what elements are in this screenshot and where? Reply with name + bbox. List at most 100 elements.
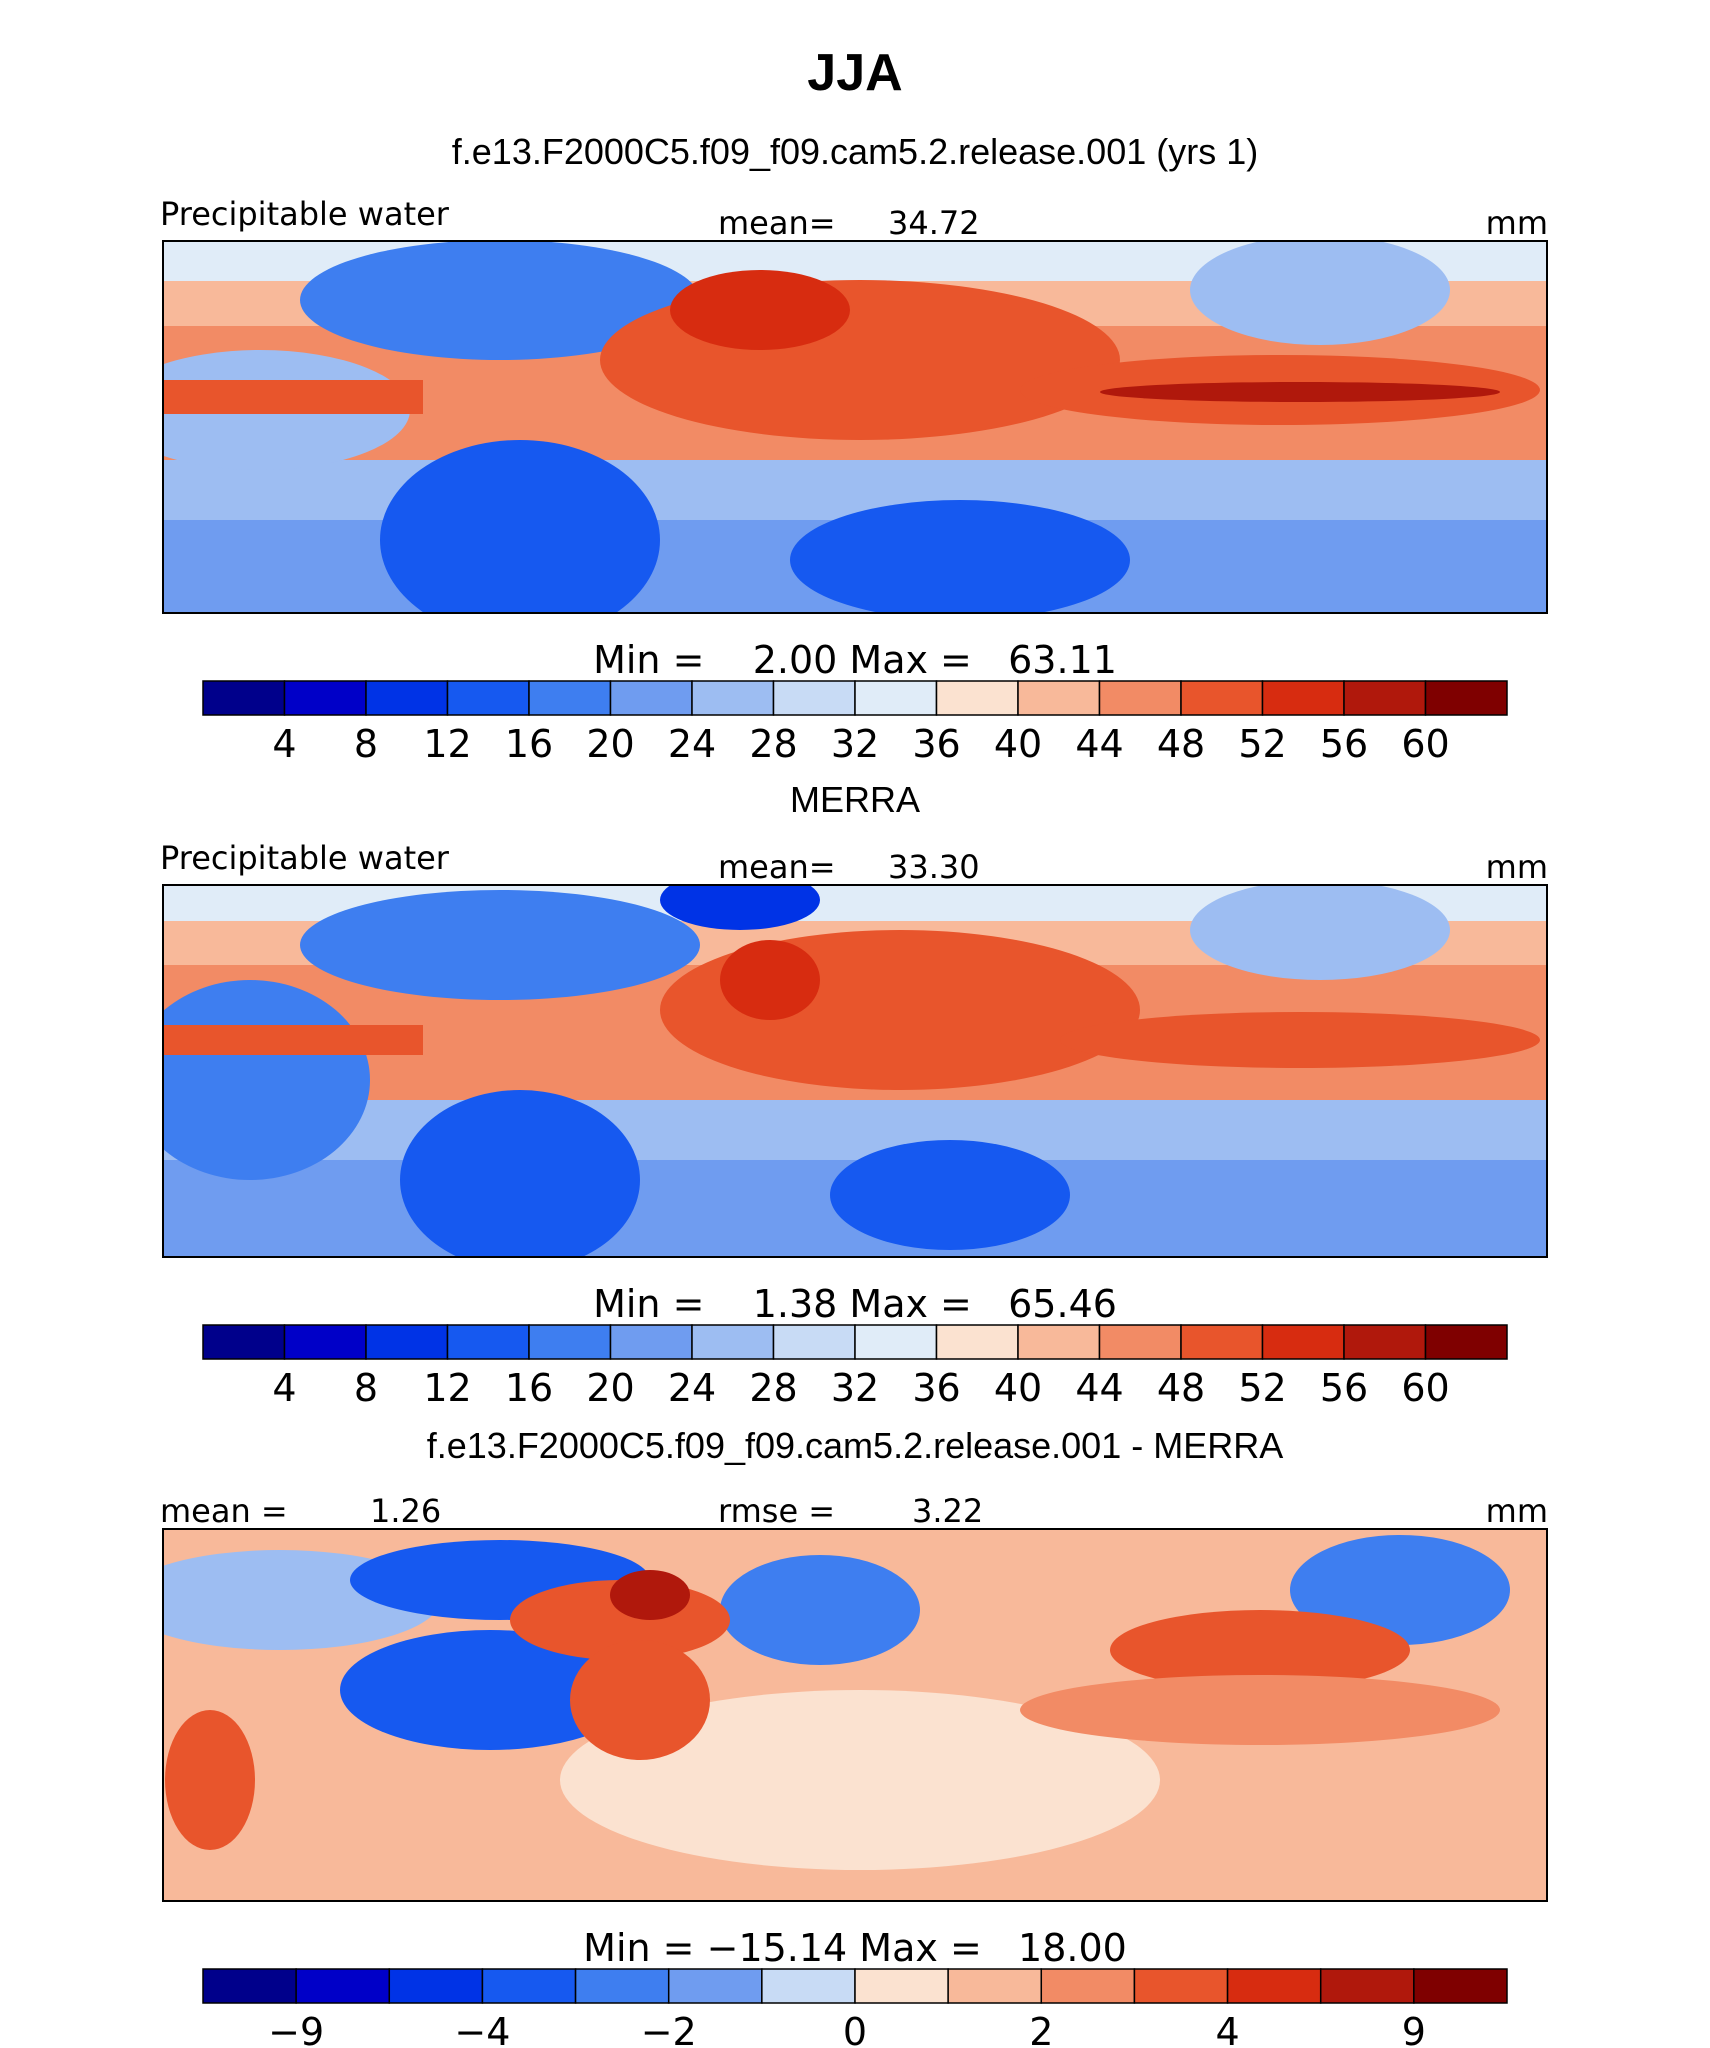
panel-1: f.e13.F2000C5.f09_f09.cam5.2.release.001…: [160, 131, 1548, 766]
rmse-value: 3.22: [912, 1492, 983, 1530]
colorbar-tick-label: 4: [1215, 2010, 1239, 2048]
units-label: mm: [1486, 204, 1548, 242]
colorbar-tick-label: 28: [749, 1366, 797, 1410]
colorbar-tick-label: 60: [1401, 722, 1449, 766]
map-frame: [162, 1528, 1548, 1902]
colorbar-swatch: [947, 1968, 1043, 2004]
colorbar-tick-label: 56: [1320, 1366, 1368, 1410]
units-label: mm: [1486, 848, 1548, 886]
panel-3: f.e13.F2000C5.f09_f09.cam5.2.release.001…: [160, 1425, 1548, 2048]
colorbar-swatch: [772, 680, 856, 716]
map-field: [163, 241, 1547, 613]
colorbar-swatch: [1343, 680, 1427, 716]
colorbar-tick-label: 0: [843, 2010, 867, 2048]
map-frame: [162, 240, 1548, 614]
colorbar-swatch: [772, 1324, 856, 1360]
colorbar-swatch: [295, 1968, 391, 2004]
colorbar-tick-label: 48: [1157, 722, 1205, 766]
colorbar-swatch: [1319, 1968, 1415, 2004]
colorbar-tick-label: −4: [454, 2010, 510, 2048]
colorbar-swatch: [481, 1968, 577, 2004]
colorbar-swatch: [854, 1324, 938, 1360]
colorbar-tick-label: 40: [994, 1366, 1042, 1410]
colorbar-swatch: [691, 1324, 775, 1360]
colorbar: 4 8 12 16 20 24 28 32 36 40 44 48 52 56 60: [202, 1324, 1508, 1410]
colorbar-tick-label: 12: [423, 722, 471, 766]
colorbar: 4 8 12 16 20 24 28 32 36 40 44 48 52 56 60: [202, 680, 1508, 766]
colorbar-swatch: [935, 680, 1019, 716]
panel-title: f.e13.F2000C5.f09_f09.cam5.2.release.001…: [452, 131, 1258, 172]
colorbar-swatch: [528, 680, 612, 716]
colorbar-tick-label: 4: [272, 722, 296, 766]
min-max-label: Min = 2.00 Max = 63.11: [593, 638, 1117, 682]
colorbar-tick-label: 28: [749, 722, 797, 766]
colorbar-swatch: [1413, 1968, 1508, 2004]
panel-2: MERRA Precipitable water mean= 33.30 mm …: [160, 779, 1548, 1410]
map-field: [163, 1529, 1547, 1901]
mean-value: 34.72: [888, 204, 980, 242]
colorbar-swatch: [854, 1968, 949, 2004]
colorbar-swatch: [1424, 680, 1508, 716]
colorbar-tick-label: 20: [586, 1366, 634, 1410]
colorbar-swatch: [854, 680, 938, 716]
min-max-label: Min = 1.38 Max = 65.46: [593, 1282, 1117, 1326]
colorbar-swatch: [446, 1324, 530, 1360]
colorbar-tick-label: 12: [423, 1366, 471, 1410]
colorbar-tick-label: 52: [1238, 1366, 1286, 1410]
colorbar-swatch: [1098, 1324, 1182, 1360]
colorbar-tick-label: 8: [354, 722, 378, 766]
variable-label: Precipitable water: [160, 839, 450, 877]
colorbar-tick-label: 32: [831, 1366, 879, 1410]
colorbar-swatch: [761, 1968, 856, 2004]
colorbar-tick-label: −2: [641, 2010, 697, 2048]
colorbar-tick-label: 52: [1238, 722, 1286, 766]
colorbar-tick-label: 24: [668, 1366, 716, 1410]
colorbar-swatch: [365, 680, 449, 716]
colorbar-swatch: [202, 1968, 297, 2004]
colorbar-tick-label: 2: [1029, 2010, 1053, 2048]
colorbar-tick-label: 56: [1320, 722, 1368, 766]
min-max-label: Min = −15.14 Max = 18.00: [583, 1926, 1127, 1970]
colorbar-swatch: [1017, 680, 1101, 716]
colorbar: −9 −4 −2 0 2 4 9: [202, 1968, 1508, 2048]
colorbar-tick-label: 48: [1157, 1366, 1205, 1410]
colorbar-swatch: [1226, 1968, 1322, 2004]
colorbar-swatch: [1343, 1324, 1427, 1360]
colorbar-tick-label: 36: [912, 722, 960, 766]
colorbar-tick-label: 40: [994, 722, 1042, 766]
colorbar-tick-label: 32: [831, 722, 879, 766]
colorbar-swatch: [1133, 1968, 1229, 2004]
colorbar-swatch: [609, 1324, 693, 1360]
colorbar-tick-label: 16: [505, 722, 553, 766]
colorbar-tick-label: 24: [668, 722, 716, 766]
mean-label: mean=: [718, 204, 836, 242]
colorbar-swatch: [1180, 680, 1264, 716]
colorbar-swatch: [1017, 1324, 1101, 1360]
colorbar-swatch: [1180, 1324, 1264, 1360]
units-label: mm: [1486, 1492, 1548, 1530]
colorbar-swatch: [609, 680, 693, 716]
colorbar-swatch: [1261, 1324, 1345, 1360]
colorbar-tick-label: 16: [505, 1366, 553, 1410]
rmse-label: rmse =: [718, 1492, 835, 1530]
colorbar-tick-label: 9: [1402, 2010, 1426, 2048]
colorbar-swatch: [365, 1324, 449, 1360]
colorbar-tick-label: 36: [912, 1366, 960, 1410]
colorbar-tick-label: 60: [1401, 1366, 1449, 1410]
mean-label: mean =: [160, 1492, 288, 1530]
colorbar-swatch: [1261, 680, 1345, 716]
figure-title: JJA: [807, 44, 902, 102]
colorbar-swatch: [1098, 680, 1182, 716]
colorbar-swatch: [202, 680, 286, 716]
colorbar-swatch: [935, 1324, 1019, 1360]
mean-label: mean=: [718, 848, 836, 886]
map-frame: [162, 884, 1548, 1258]
colorbar-swatch: [283, 1324, 367, 1360]
colorbar-swatch: [1424, 1324, 1508, 1360]
colorbar-swatch: [388, 1968, 484, 2004]
colorbar-swatch: [528, 1324, 612, 1360]
colorbar-swatch: [446, 680, 530, 716]
mean-value: 33.30: [888, 848, 980, 886]
colorbar-swatch: [691, 680, 775, 716]
